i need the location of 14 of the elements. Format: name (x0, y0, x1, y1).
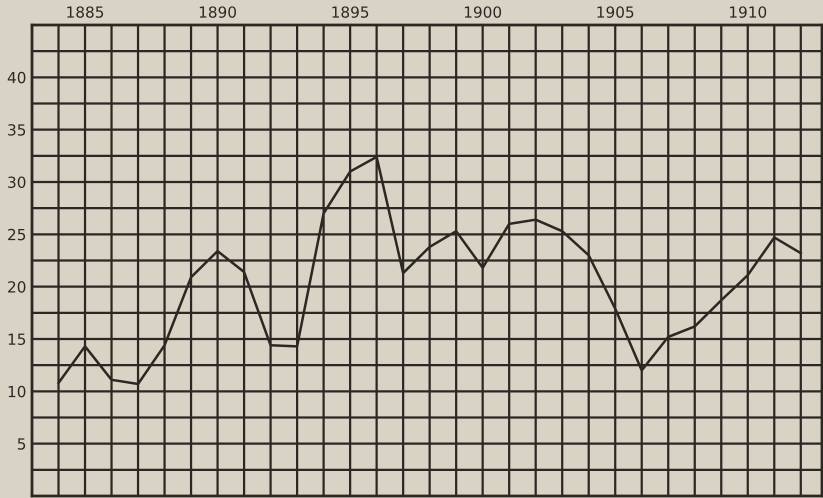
x-tick-label: 1900 (464, 6, 502, 18)
y-tick-label: 20 (8, 281, 26, 293)
y-tick-label: 35 (8, 124, 26, 136)
y-tick-label: 40 (8, 72, 26, 84)
y-tick-label: 25 (8, 228, 26, 240)
x-tick-label: 1905 (597, 6, 634, 18)
x-tick-label: 1895 (332, 6, 368, 18)
y-tick-label: 15 (8, 334, 26, 346)
y-tick-label: 10 (8, 386, 26, 398)
y-tick-label: 30 (8, 176, 26, 188)
y-tick-label: 5 (18, 438, 26, 450)
x-tick-label: 1890 (200, 6, 236, 18)
x-tick-label: 1885 (67, 6, 104, 18)
x-tick-label: 1910 (730, 6, 766, 18)
